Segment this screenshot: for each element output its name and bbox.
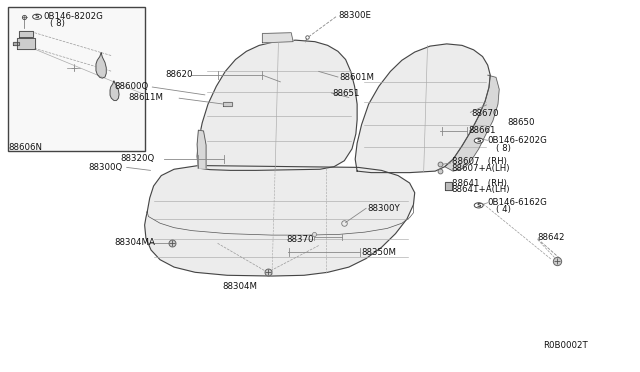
Polygon shape [355, 44, 490, 173]
Polygon shape [110, 81, 119, 100]
Polygon shape [96, 53, 106, 78]
Polygon shape [145, 166, 415, 276]
Text: 88650: 88650 [508, 118, 535, 126]
Text: 88641+A(LH): 88641+A(LH) [452, 185, 510, 194]
Text: 88300Y: 88300Y [367, 204, 400, 213]
Text: R0B0002T: R0B0002T [543, 341, 588, 350]
Polygon shape [17, 38, 35, 49]
Text: S: S [35, 14, 40, 19]
Bar [8, 7, 145, 151]
Polygon shape [262, 33, 293, 43]
Text: 88620: 88620 [165, 70, 193, 79]
Text: ( 8): ( 8) [496, 144, 511, 153]
Text: 88300Q: 88300Q [88, 163, 123, 172]
Text: 88606N: 88606N [8, 143, 42, 152]
Text: 88601M: 88601M [339, 73, 374, 82]
Circle shape [474, 203, 483, 208]
Text: 88600Q: 88600Q [114, 82, 148, 91]
Polygon shape [445, 75, 499, 171]
Text: 88304MA: 88304MA [114, 238, 155, 247]
Text: 88670: 88670 [472, 109, 499, 118]
Polygon shape [445, 182, 452, 190]
Text: 88304M: 88304M [223, 282, 258, 291]
Polygon shape [197, 40, 357, 170]
Polygon shape [19, 31, 33, 37]
Text: ( 8): ( 8) [50, 19, 65, 28]
Text: 88350M: 88350M [361, 248, 396, 257]
Text: 88611M: 88611M [128, 93, 163, 102]
Circle shape [33, 14, 42, 19]
Text: 0B146-8202G: 0B146-8202G [44, 12, 104, 21]
Text: 88370: 88370 [287, 235, 314, 244]
Text: 88607+A(LH): 88607+A(LH) [452, 164, 510, 173]
Circle shape [474, 138, 483, 143]
Text: 88641   (RH): 88641 (RH) [452, 179, 507, 188]
Text: 0B146-6162G: 0B146-6162G [488, 198, 548, 207]
Text: S: S [476, 138, 481, 143]
Text: 0B146-6202G: 0B146-6202G [488, 136, 548, 145]
Text: 88642: 88642 [538, 233, 565, 242]
Text: 88651: 88651 [333, 89, 360, 97]
Polygon shape [197, 130, 206, 168]
Polygon shape [13, 42, 19, 45]
Text: 88320Q: 88320Q [120, 154, 155, 163]
Text: 88607   (RH): 88607 (RH) [452, 157, 507, 166]
Text: 88300E: 88300E [338, 11, 371, 20]
Text: S: S [476, 203, 481, 208]
Text: ( 4): ( 4) [496, 205, 511, 214]
Polygon shape [223, 102, 232, 106]
Text: 88661: 88661 [468, 126, 496, 135]
